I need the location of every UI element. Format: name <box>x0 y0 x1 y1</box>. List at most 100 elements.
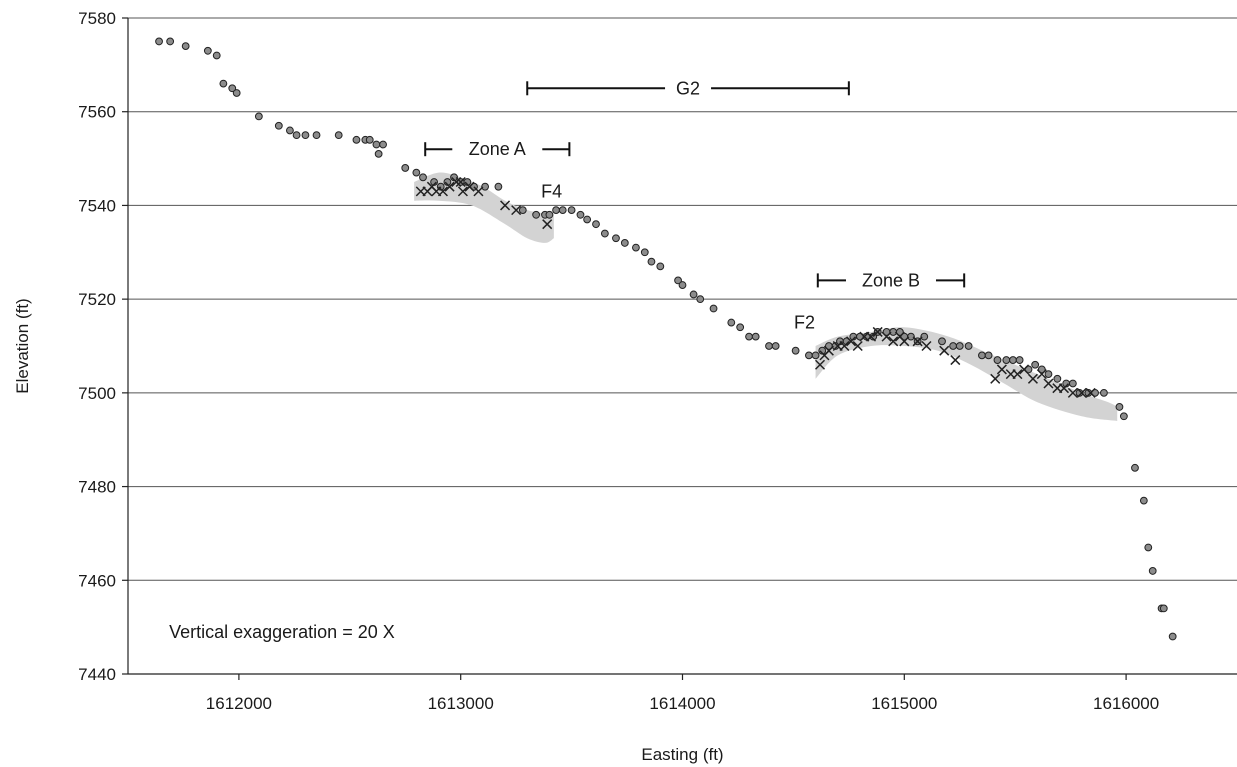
data-point <box>301 131 310 140</box>
data-point <box>518 206 527 215</box>
cross-marker <box>473 186 484 197</box>
data-point <box>583 215 592 224</box>
cross-marker <box>542 219 553 230</box>
data-point <box>286 126 294 135</box>
cross-marker <box>921 340 932 352</box>
data-point <box>401 164 410 172</box>
y-tick-label: 7560 <box>78 103 116 122</box>
gridlines <box>128 17 1237 581</box>
cross-marker <box>852 340 863 352</box>
data-point <box>632 243 640 252</box>
cross-marker <box>511 205 522 216</box>
data-point <box>558 206 567 215</box>
x-tick-label: 1615000 <box>871 694 937 713</box>
data-point <box>1031 360 1040 369</box>
y-tick-label: 7440 <box>78 665 116 684</box>
y-tick-label: 7480 <box>78 478 116 497</box>
y-tick-label: 7500 <box>78 384 116 403</box>
y-tick-label: 7520 <box>78 290 116 309</box>
cross-marker <box>823 345 834 356</box>
data-point <box>352 135 361 144</box>
data-point <box>895 328 904 336</box>
shaded-bands <box>414 172 1118 421</box>
shaded-band <box>414 172 554 243</box>
cross-marker <box>451 176 462 188</box>
data-point <box>155 37 163 46</box>
data-point <box>312 131 321 140</box>
data-point <box>736 323 745 332</box>
data-point <box>372 140 381 149</box>
data-point <box>254 112 263 121</box>
data-point <box>1015 356 1024 364</box>
cross-marker <box>437 186 448 197</box>
data-point <box>379 140 387 149</box>
data-point <box>334 131 343 140</box>
range-g2: G2 <box>526 78 850 98</box>
cross-marker <box>872 326 883 337</box>
data-point <box>920 332 929 341</box>
data-point <box>181 42 190 51</box>
cross-marker <box>1019 364 1030 375</box>
cross-marker <box>814 359 826 370</box>
data-point <box>600 229 609 238</box>
cross-marker <box>1043 378 1054 389</box>
cross-marker <box>899 336 910 347</box>
data-point <box>274 121 283 130</box>
cross-marker <box>865 331 877 342</box>
cross-marker <box>1058 383 1070 394</box>
data-point <box>374 149 383 158</box>
data-point <box>751 332 760 341</box>
data-point <box>203 46 212 55</box>
y-tick-label: 7540 <box>78 196 116 215</box>
cross-marker <box>464 181 475 192</box>
cross-marker <box>939 345 950 356</box>
y-tick-label: 7580 <box>78 9 116 28</box>
data-points <box>155 37 1177 641</box>
range-label: G2 <box>676 78 700 98</box>
cross-marker <box>990 373 1001 384</box>
data-point <box>552 206 560 215</box>
cross-marker <box>444 181 455 192</box>
cross-marker <box>839 340 850 352</box>
data-point <box>1168 632 1177 641</box>
data-point <box>831 342 840 350</box>
data-point <box>212 51 221 60</box>
cross-marker <box>1067 387 1078 398</box>
data-point <box>964 342 973 350</box>
data-point <box>481 182 489 191</box>
data-point <box>1131 463 1139 472</box>
data-point <box>612 234 620 243</box>
cross-marker <box>912 336 923 347</box>
data-point <box>365 135 374 144</box>
cross-marker <box>996 364 1007 375</box>
data-point <box>984 351 993 360</box>
data-point <box>1144 543 1153 552</box>
cross-marker <box>457 186 468 197</box>
data-point <box>727 318 736 327</box>
data-point <box>765 342 773 350</box>
data-point <box>993 356 1002 364</box>
shaded-band <box>815 327 1118 421</box>
range-label: Zone A <box>469 139 526 159</box>
x-tick-label: 1612000 <box>206 694 272 713</box>
data-point <box>1148 567 1157 575</box>
data-point <box>1068 379 1077 388</box>
x-tick-label: 1614000 <box>649 694 715 713</box>
cross-marker <box>500 200 511 211</box>
annotation-label: F2 <box>794 313 815 333</box>
data-point <box>1053 374 1062 383</box>
data-point <box>791 346 800 355</box>
x-ticks: 1612000 1613000 1614000 1615000 1616000 <box>206 674 1159 713</box>
cross-marker <box>950 355 961 366</box>
data-point <box>1139 496 1148 505</box>
data-point <box>955 342 964 350</box>
data-point <box>907 332 915 341</box>
data-point <box>1119 412 1128 421</box>
data-point <box>709 304 718 313</box>
x-axis-title: Easting (ft) <box>641 745 723 764</box>
x-tick-label: 1616000 <box>1093 694 1159 713</box>
data-point <box>1002 356 1011 364</box>
cross-marker <box>1085 387 1096 398</box>
x-tick-label: 1613000 <box>428 694 494 713</box>
